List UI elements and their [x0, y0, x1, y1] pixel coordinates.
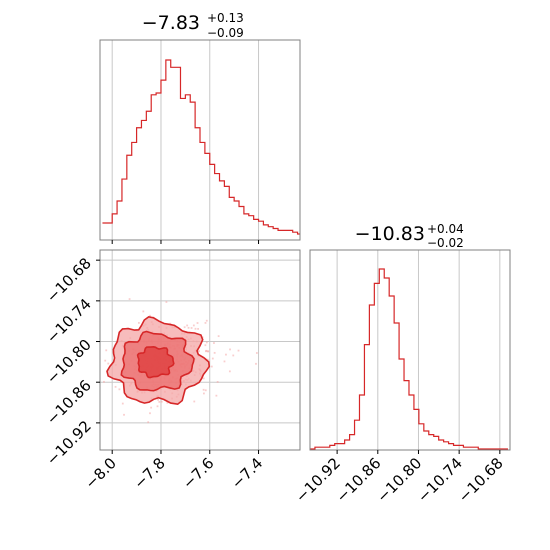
scatter-point	[123, 413, 125, 416]
scatter-point	[118, 388, 121, 391]
scatter-point	[211, 357, 214, 360]
scatter-point	[205, 350, 207, 353]
scatter-y-tick-label: −10.80	[43, 336, 95, 388]
scatter-point	[107, 362, 110, 365]
scatter-point	[216, 381, 219, 383]
scatter-point	[156, 405, 159, 408]
scatter-point	[202, 388, 205, 391]
hist-1-ticks	[111, 240, 260, 244]
hist-2-tick-label: −10.80	[373, 454, 425, 506]
hist-2-title-value: −10.83	[355, 223, 425, 245]
scatter-point	[190, 327, 193, 329]
scatter-point	[205, 319, 208, 322]
scatter-point	[186, 324, 189, 327]
scatter-point	[207, 350, 210, 353]
scatter-point	[210, 365, 213, 368]
scatter-point	[166, 401, 169, 404]
hist-2-tick-label: −10.74	[414, 454, 466, 506]
scatter-point	[213, 342, 215, 344]
scatter-point	[149, 314, 151, 317]
scatter-x-tick-label: −7.8	[130, 454, 168, 492]
hist-1-gridlines	[111, 40, 260, 240]
hist-2-x-ticks: −10.92−10.86−10.80−10.74−10.68	[292, 450, 507, 506]
scatter-point	[121, 402, 124, 405]
scatter-point	[215, 394, 218, 397]
scatter-point	[194, 327, 197, 330]
scatter-point	[229, 348, 231, 351]
scatter-point	[105, 349, 108, 352]
contour-inner	[136, 345, 175, 379]
scatter-point	[138, 322, 140, 324]
scatter-point	[192, 324, 195, 327]
scatter-point	[204, 389, 207, 392]
scatter-point	[204, 322, 207, 324]
hist-2-title-minus: −0.02	[427, 236, 464, 250]
scatter-point	[158, 400, 161, 403]
hist-2-title-plus: +0.04	[427, 222, 464, 236]
scatter-frame	[99, 249, 301, 451]
scatter-point	[165, 301, 168, 303]
scatter-x-ticks: −8.0 −7.8 −7.6 −7.4	[82, 450, 266, 493]
scatter-point	[150, 406, 153, 409]
hist-2-frame	[309, 249, 511, 451]
scatter-point	[203, 392, 205, 395]
scatter-panel: −8.0 −7.8 −7.6 −7.4 −10.68−10.74−10.80−10.8…	[43, 249, 301, 493]
scatter-point	[205, 341, 208, 344]
scatter-point	[103, 380, 105, 383]
hist-panel-2: −10.92−10.86−10.80−10.74−10.68 −10.83 +0…	[292, 222, 511, 506]
scatter-point	[157, 398, 160, 401]
scatter-x-tick-label: −8.0	[82, 454, 120, 492]
scatter-point	[104, 359, 107, 362]
scatter-point	[114, 385, 117, 388]
scatter-point	[255, 352, 258, 354]
scatter-x-tick-label: −7.4	[228, 454, 266, 492]
hist-2-tick-label: −10.68	[455, 454, 507, 506]
scatter-point	[255, 362, 257, 365]
hist-panel-1: −7.83 +0.13 −0.09	[99, 11, 301, 244]
scatter-point	[232, 354, 235, 357]
scatter-point	[196, 322, 199, 324]
scatter-point	[128, 298, 131, 300]
scatter-point	[147, 421, 150, 424]
hist-1-title-minus: −0.09	[207, 26, 244, 40]
scatter-point	[204, 344, 207, 347]
scatter-point	[193, 400, 196, 403]
hist-1-title-plus: +0.13	[207, 11, 244, 25]
scatter-point	[198, 350, 200, 353]
scatter-y-tick-label: −10.86	[43, 376, 95, 428]
scatter-y-tick-label: −10.92	[43, 417, 95, 469]
scatter-point	[237, 349, 240, 352]
scatter-y-tick-label: −10.74	[43, 295, 95, 347]
scatter-point	[149, 412, 151, 415]
scatter-point	[228, 370, 231, 373]
scatter-y-ticks: −10.68−10.74−10.80−10.86−10.92	[43, 254, 100, 469]
scatter-point	[217, 335, 220, 338]
scatter-point	[223, 360, 226, 363]
scatter-point	[169, 322, 172, 325]
scatter-x-tick-label: −7.6	[179, 454, 217, 492]
scatter-point	[206, 358, 209, 361]
hist-1-title-value: −7.83	[142, 12, 200, 34]
scatter-point	[160, 400, 163, 403]
scatter-point	[187, 326, 190, 329]
scatter-point	[225, 353, 227, 356]
hist-2-tick-label: −10.92	[292, 454, 344, 506]
scatter-point	[202, 377, 205, 380]
hist-2-steps	[310, 268, 508, 450]
hist-1-steps	[102, 59, 300, 235]
scatter-point	[213, 351, 216, 354]
hist-1-frame	[99, 39, 301, 241]
scatter-point	[142, 310, 145, 313]
scatter-point	[183, 326, 186, 329]
hist-2-gridlines	[336, 250, 501, 450]
scatter-contours	[106, 315, 211, 406]
scatter-y-tick-label: −10.68	[43, 254, 95, 306]
hist-2-tick-label: −10.86	[333, 454, 385, 506]
scatter-point	[197, 328, 200, 330]
